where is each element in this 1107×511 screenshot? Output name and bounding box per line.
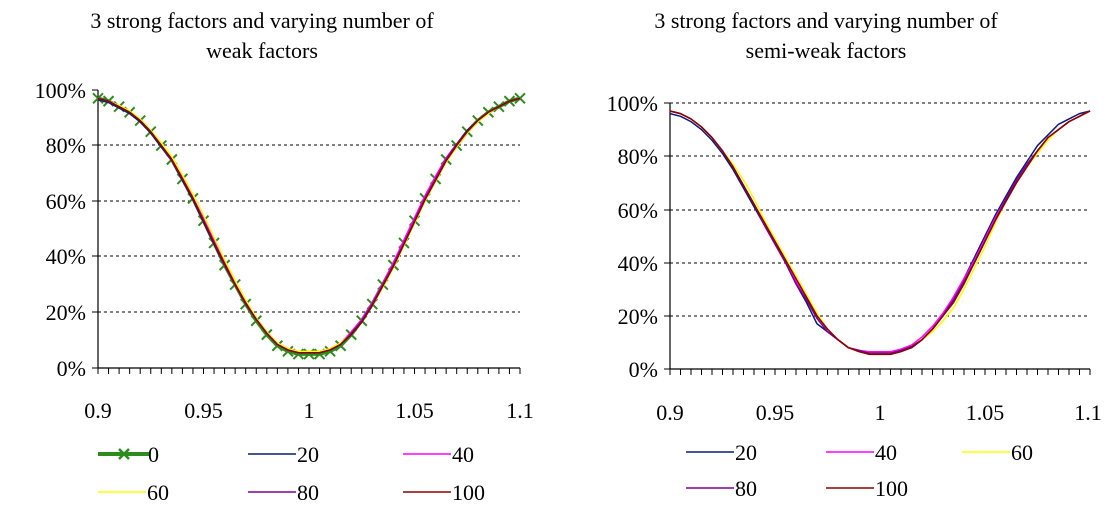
legend-label-20: 20 [297,442,319,467]
right-series-line-60 [669,110,1091,354]
legend-label-60: 60 [1011,440,1033,465]
right-x-tick-label: 1 [875,400,886,425]
left-legend-item-40[interactable]: 40 [403,442,474,467]
left-y-tick-label: 40% [46,244,86,269]
left-legend[interactable]: 0 20 40 60 80 100 [98,442,485,505]
left-y-tick-label: 80% [46,133,86,158]
right-x-tick-label: 1.05 [966,400,1005,425]
left-gridlines [98,144,520,313]
legend-label-80: 80 [297,480,319,505]
right-series-line-80 [669,110,1091,354]
legend-label-80: 80 [735,476,757,501]
right-x-tick-labels: 0.9 0.95 1 1.05 1.1 [656,400,1102,425]
left-series-0-marker [261,328,273,341]
legend-label-0: 0 [148,442,159,467]
left-y-tick-label: 20% [46,300,86,325]
right-legend-item-80[interactable]: 80 [686,476,757,501]
right-legend-item-20[interactable]: 20 [686,440,757,465]
right-x-tick-label: 0.9 [656,400,684,425]
left-y-tick-label: 0% [57,356,86,381]
right-y-tick-label: 40% [618,251,658,276]
left-series-line-100 [97,97,521,354]
left-chart-title-line2: weak factors [206,38,318,63]
left-x-axis-ticks [97,368,521,374]
left-y-axis-ticks [92,89,98,369]
legend-label-20: 20 [735,440,757,465]
right-series-group [669,110,1091,356]
legend-label-40: 40 [452,442,474,467]
left-series-line-40 [97,97,521,353]
left-x-tick-labels: 0.9 0.95 1 1.05 1.1 [84,398,534,423]
left-x-tick-label: 0.9 [84,398,112,423]
left-legend-item-20[interactable]: 20 [248,442,319,467]
right-y-tick-label: 20% [618,304,658,329]
left-chart: 3 strong factors and varying number of w… [35,8,534,505]
right-y-tick-label: 80% [618,144,658,169]
left-series-line-20 [97,97,521,354]
legend-label-100: 100 [452,480,485,505]
right-y-axis-ticks [664,102,670,370]
left-legend-item-60[interactable]: 60 [98,480,169,505]
right-gridlines [670,102,1090,317]
right-y-tick-labels: 0% 20% 40% 60% 80% 100% [607,91,658,382]
right-y-tick-label: 60% [618,198,658,223]
left-x-tick-label: 1.1 [506,398,534,423]
right-series-line-20 [669,110,1091,354]
left-x-tick-label: 0.95 [184,398,223,423]
right-legend-item-40[interactable]: 40 [826,440,897,465]
right-chart: 3 strong factors and varying number of s… [607,8,1102,501]
left-y-tick-label: 100% [35,78,86,103]
right-chart-title-line1: 3 strong factors and varying number of [654,8,998,33]
right-chart-title-line2: semi-weak factors [746,38,907,63]
left-y-tick-label: 60% [46,189,86,214]
right-series-line-100 [669,110,1091,356]
left-legend-item-80[interactable]: 80 [248,480,319,505]
legend-label-100: 100 [875,476,908,501]
left-series-0-marker [334,340,347,352]
right-legend-item-60[interactable]: 60 [962,440,1033,465]
right-y-tick-label: 0% [629,357,658,382]
right-x-axis-ticks [669,369,1091,375]
left-chart-title-line1: 3 strong factors and varying number of [90,8,434,33]
right-legend[interactable]: 20 40 60 80 100 [686,440,1033,501]
legend-label-40: 40 [875,440,897,465]
left-series-0-marker [271,340,284,352]
left-series-line-80 [97,97,521,354]
right-x-tick-label: 1.1 [1074,400,1102,425]
right-legend-item-100[interactable]: 100 [826,476,908,501]
legend-label-60: 60 [147,480,169,505]
left-x-tick-label: 1 [304,398,315,423]
left-legend-item-100[interactable]: 100 [403,480,485,505]
right-x-tick-label: 0.95 [756,400,795,425]
right-y-tick-label: 100% [607,91,658,116]
left-legend-item-0[interactable]: 0 [98,442,159,467]
left-series-line-60 [97,97,521,353]
left-x-tick-label: 1.05 [395,398,434,423]
left-y-tick-labels: 0% 20% 40% 60% 80% 100% [35,78,86,381]
left-series-line-0 [97,96,521,356]
left-series-group [92,92,526,360]
